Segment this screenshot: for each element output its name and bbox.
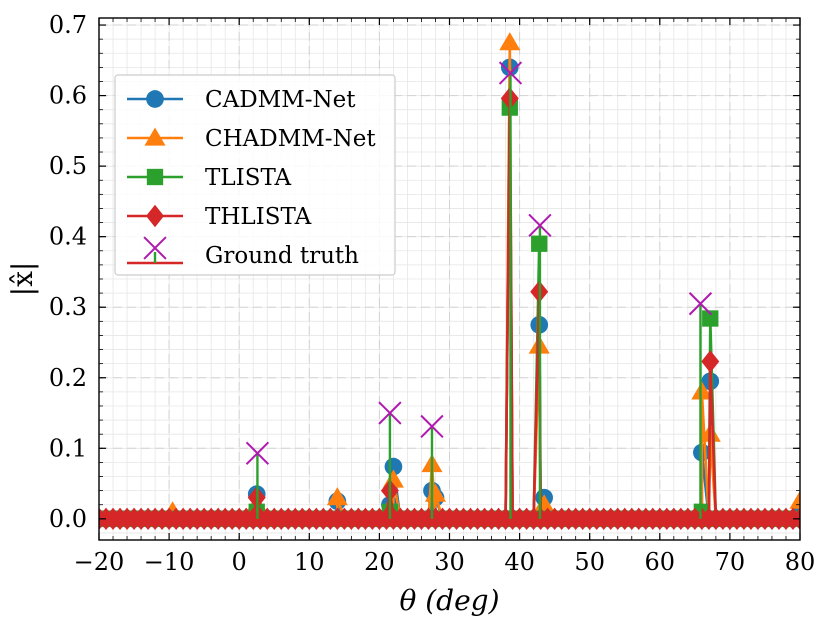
plot-area <box>99 32 800 531</box>
x-tick-label: 40 <box>504 548 535 576</box>
legend-label: Ground truth <box>205 243 359 269</box>
legend-entry: Ground truth <box>127 236 359 269</box>
legend: CADMM-Net CHADMM-Net TLISTA THLISTA Ground t… <box>114 74 396 276</box>
y-tick-label: 0.7 <box>49 11 87 39</box>
x-tick-label: 20 <box>364 548 395 576</box>
data-point <box>326 487 348 506</box>
ground-truth-marker-stroke <box>498 61 523 85</box>
legend-label: CHADMM-Net <box>205 126 376 152</box>
ground-truth-marker <box>688 292 713 316</box>
x-tick-label: −20 <box>74 548 125 576</box>
y-tick-label: 0.5 <box>49 152 87 180</box>
ground-truth-marker <box>498 61 523 85</box>
legend-entry: CADMM-Net <box>127 87 356 113</box>
legend-label: TLISTA <box>205 165 292 191</box>
legend-marker <box>146 90 164 108</box>
y-tick-label: 0.2 <box>49 364 87 392</box>
legend-entry: TLISTA <box>127 165 292 191</box>
y-tick-label: 0.1 <box>49 434 87 462</box>
y-tick-label: 0.4 <box>49 223 87 251</box>
series-ground-truth <box>99 61 800 521</box>
legend-entry: CHADMM-Net <box>127 126 376 152</box>
ground-truth-marker-stroke <box>378 401 402 425</box>
legend-marker <box>146 168 164 186</box>
data-point <box>499 32 521 51</box>
ground-truth-marker-stroke <box>420 414 444 439</box>
legend-entry: THLISTA <box>127 204 312 230</box>
legend-marker <box>144 127 166 146</box>
axis-ticks <box>98 18 801 540</box>
ground-truth-marker <box>378 401 402 425</box>
ground-truth-marker <box>528 213 552 238</box>
x-tick-label: 30 <box>434 548 465 576</box>
x-tick-label: 80 <box>785 548 816 576</box>
legend-marker <box>146 204 164 228</box>
x-tick-label: 60 <box>645 548 676 576</box>
x-tick-label: 10 <box>294 548 325 576</box>
y-tick-label: 0.3 <box>49 293 87 321</box>
x-tick-label: 0 <box>232 548 247 576</box>
ground-truth-marker <box>420 414 444 439</box>
x-tick-label: 50 <box>574 548 605 576</box>
y-tick-label: 0.0 <box>49 505 87 533</box>
ground-truth-marker-stroke <box>528 213 552 238</box>
x-tick-label: −10 <box>144 548 195 576</box>
data-point <box>701 350 720 373</box>
data-point <box>702 310 719 327</box>
data-point <box>424 483 447 502</box>
x-axis-label: θ (deg) <box>399 584 499 617</box>
axis-tick-labels: −20 −10 0 10 20 30 40 50 60 70 80 0.0 0.1 0.2 0.3 0.4 0.… <box>49 11 815 576</box>
y-tick-label: 0.6 <box>49 82 87 110</box>
ground-truth-marker-stroke <box>245 441 270 465</box>
legend-gt-marker-stroke <box>143 236 167 260</box>
legend-label: CADMM-Net <box>205 87 356 113</box>
x-tick-label: 70 <box>715 548 746 576</box>
data-point <box>691 381 713 400</box>
data-point <box>789 490 800 509</box>
y-axis-label: |x̂| <box>6 262 39 297</box>
ground-truth-marker <box>245 441 270 465</box>
ground-truth-marker-stroke <box>688 292 713 316</box>
legend-gt-marker <box>143 236 167 260</box>
legend-label: THLISTA <box>205 204 312 230</box>
legend-box <box>114 74 396 276</box>
